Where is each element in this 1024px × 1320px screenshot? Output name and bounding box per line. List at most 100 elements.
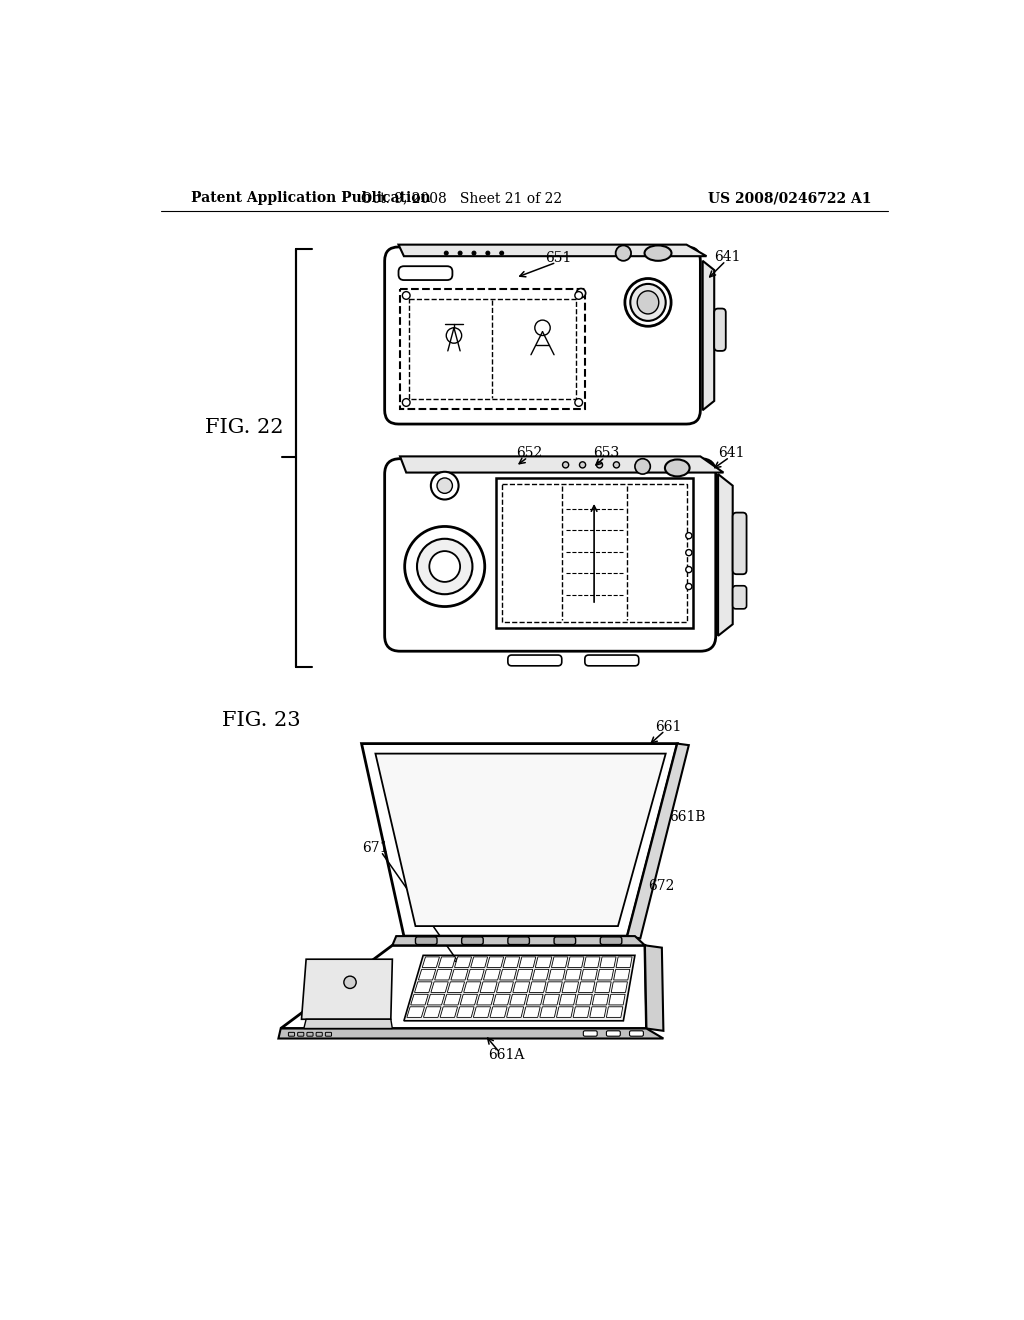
Circle shape (686, 583, 692, 590)
FancyBboxPatch shape (462, 937, 483, 945)
Polygon shape (567, 957, 584, 968)
FancyBboxPatch shape (416, 937, 437, 945)
Polygon shape (500, 969, 516, 979)
Polygon shape (581, 969, 597, 979)
FancyBboxPatch shape (316, 1032, 323, 1036)
Polygon shape (503, 957, 520, 968)
Polygon shape (483, 969, 501, 979)
Circle shape (686, 532, 692, 539)
Polygon shape (400, 457, 724, 473)
Text: FIG. 23: FIG. 23 (222, 711, 301, 730)
Polygon shape (471, 957, 487, 968)
FancyBboxPatch shape (398, 267, 453, 280)
Polygon shape (424, 1007, 441, 1018)
Circle shape (574, 399, 583, 407)
Circle shape (574, 292, 583, 300)
Polygon shape (590, 1007, 606, 1018)
Polygon shape (584, 957, 600, 968)
Polygon shape (301, 960, 392, 1019)
Polygon shape (600, 957, 616, 968)
Text: Oct. 9, 2008   Sheet 21 of 22: Oct. 9, 2008 Sheet 21 of 22 (361, 191, 562, 206)
Polygon shape (281, 945, 646, 1028)
Circle shape (402, 292, 410, 300)
Circle shape (686, 549, 692, 556)
Polygon shape (532, 969, 549, 979)
Text: 653: 653 (593, 446, 620, 461)
Polygon shape (403, 956, 635, 1020)
Circle shape (580, 462, 586, 469)
Bar (503, 484, 686, 622)
Bar (410, 298, 575, 400)
Text: 651: 651 (545, 252, 571, 265)
Text: 672: 672 (648, 879, 675, 894)
Polygon shape (606, 1007, 623, 1018)
Polygon shape (609, 994, 625, 1005)
Polygon shape (440, 1007, 458, 1018)
Polygon shape (460, 994, 477, 1005)
Polygon shape (279, 1028, 664, 1039)
Polygon shape (415, 982, 432, 993)
Circle shape (458, 251, 462, 255)
FancyBboxPatch shape (600, 937, 622, 945)
Polygon shape (464, 982, 481, 993)
FancyBboxPatch shape (733, 512, 746, 574)
Polygon shape (304, 1019, 392, 1028)
Polygon shape (575, 994, 592, 1005)
Text: US 2008/0246722 A1: US 2008/0246722 A1 (708, 191, 871, 206)
Polygon shape (562, 982, 579, 993)
Text: 661: 661 (654, 719, 681, 734)
Polygon shape (595, 982, 611, 993)
Polygon shape (434, 969, 452, 979)
Polygon shape (556, 1007, 573, 1018)
Ellipse shape (631, 284, 666, 321)
Circle shape (486, 251, 489, 255)
Polygon shape (592, 994, 608, 1005)
FancyBboxPatch shape (385, 459, 716, 651)
FancyBboxPatch shape (326, 1032, 332, 1036)
Circle shape (596, 462, 602, 469)
Text: 661B: 661B (670, 809, 707, 824)
FancyBboxPatch shape (584, 1031, 597, 1036)
Polygon shape (702, 261, 714, 411)
FancyBboxPatch shape (606, 1031, 621, 1036)
Circle shape (472, 251, 476, 255)
Circle shape (577, 289, 586, 298)
Circle shape (615, 246, 631, 261)
Polygon shape (516, 969, 532, 979)
Bar (497, 478, 692, 628)
Polygon shape (473, 1007, 490, 1018)
Polygon shape (451, 969, 468, 979)
Ellipse shape (625, 279, 671, 326)
Polygon shape (376, 754, 666, 927)
Polygon shape (467, 969, 484, 979)
Ellipse shape (644, 246, 672, 261)
FancyBboxPatch shape (307, 1032, 313, 1036)
Polygon shape (419, 969, 436, 979)
Polygon shape (486, 957, 504, 968)
Text: 671: 671 (362, 841, 389, 854)
Polygon shape (540, 1007, 557, 1018)
Polygon shape (494, 994, 510, 1005)
FancyBboxPatch shape (733, 586, 746, 609)
Text: 661A: 661A (488, 1048, 524, 1063)
FancyBboxPatch shape (289, 1032, 295, 1036)
Text: Patent Application Publication: Patent Application Publication (190, 191, 430, 206)
Circle shape (437, 478, 453, 494)
Polygon shape (447, 982, 465, 993)
Text: 641: 641 (714, 249, 740, 264)
Polygon shape (427, 994, 444, 1005)
Polygon shape (597, 969, 613, 979)
FancyBboxPatch shape (298, 1032, 304, 1036)
Polygon shape (510, 994, 526, 1005)
Polygon shape (398, 244, 707, 256)
Polygon shape (616, 957, 632, 968)
FancyBboxPatch shape (714, 309, 726, 351)
Polygon shape (490, 1007, 507, 1018)
Ellipse shape (637, 290, 658, 314)
Circle shape (500, 251, 504, 255)
Circle shape (429, 552, 460, 582)
Text: 652: 652 (516, 446, 543, 461)
FancyBboxPatch shape (554, 937, 575, 945)
Polygon shape (529, 982, 546, 993)
Circle shape (444, 251, 449, 255)
